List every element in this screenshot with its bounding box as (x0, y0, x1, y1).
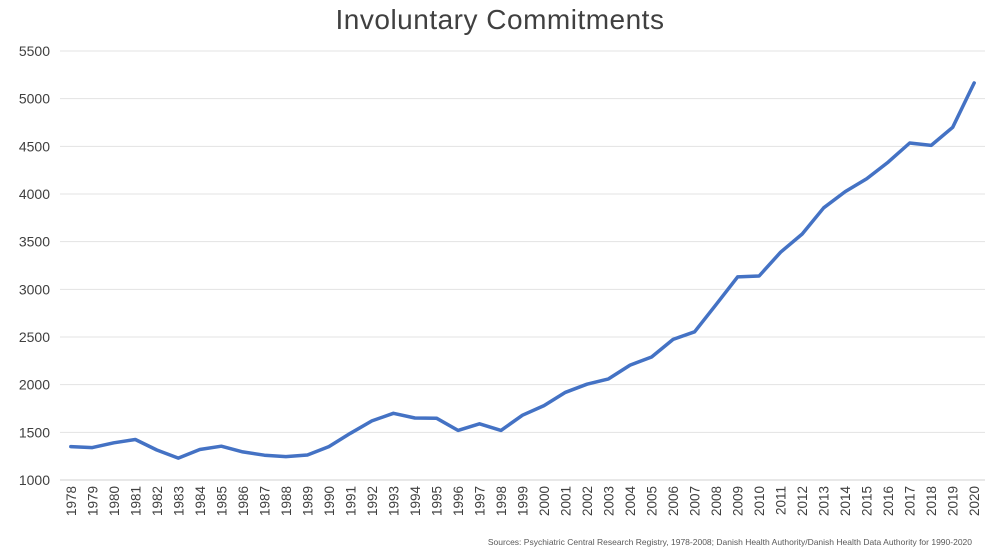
y-tick-label: 5000 (19, 91, 50, 107)
y-tick-label: 2500 (19, 329, 50, 345)
x-tick-label: 2019 (946, 486, 961, 516)
x-tick-label: 1981 (128, 486, 143, 516)
y-tick-label: 5500 (19, 43, 50, 59)
y-tick-label: 2000 (19, 377, 50, 393)
x-tick-label: 2013 (817, 486, 832, 516)
x-tick-label: 2005 (645, 486, 660, 516)
x-tick-label: 1990 (322, 486, 337, 516)
x-tick-label: 1989 (300, 486, 315, 516)
y-tick-label: 1000 (19, 472, 50, 488)
x-tick-label: 1986 (236, 486, 251, 516)
x-tick-label: 1998 (494, 486, 509, 516)
x-tick-label: 2012 (795, 486, 810, 516)
y-tick-label: 4500 (19, 138, 50, 154)
x-tick-label: 2014 (838, 486, 853, 517)
series-line (69, 81, 976, 460)
x-tick-label: 1991 (343, 486, 358, 516)
y-tick-label: 1500 (19, 424, 50, 440)
x-tick-label: 1978 (64, 486, 79, 516)
x-tick-label: 2016 (881, 486, 896, 516)
x-tick-label: 2009 (731, 486, 746, 516)
x-tick-label: 2008 (709, 486, 724, 516)
x-tick-label: 2001 (559, 486, 574, 516)
x-tick-label: 2004 (623, 486, 638, 517)
x-tick-label: 1982 (150, 486, 165, 516)
y-tick-label: 4000 (19, 186, 50, 202)
x-tick-label: 1983 (171, 486, 186, 516)
y-tick-label: 3500 (19, 234, 50, 250)
x-tick-label: 2018 (924, 486, 939, 516)
x-tick-label: 2011 (774, 486, 789, 515)
chart-title: Involuntary Commitments (335, 4, 665, 35)
x-tick-label: 1988 (279, 486, 294, 516)
x-tick-label: 1980 (107, 486, 122, 516)
y-tick-label: 3000 (19, 281, 50, 297)
x-tick-label: 2007 (688, 486, 703, 516)
x-tick-label: 1996 (451, 486, 466, 516)
x-tick-label: 2015 (860, 486, 875, 516)
x-tick-label: 1994 (408, 486, 423, 517)
x-tick-label: 1995 (429, 486, 444, 516)
x-tick-label: 2003 (602, 486, 617, 516)
x-tick-label: 2002 (580, 486, 595, 516)
x-tick-label: 1987 (257, 486, 272, 516)
x-tick-label: 1997 (472, 486, 487, 516)
x-tick-label: 2000 (537, 486, 552, 516)
x-tick-label: 1993 (386, 486, 401, 516)
x-tick-label: 2017 (903, 486, 918, 516)
x-tick-label: 1992 (365, 486, 380, 516)
x-tick-label: 2010 (752, 486, 767, 516)
x-tick-label: 2006 (666, 486, 681, 516)
x-tick-label: 1979 (85, 486, 100, 516)
x-tick-label: 1984 (193, 486, 208, 517)
x-tick-label: 1999 (516, 486, 531, 516)
x-tick-label: 1985 (214, 486, 229, 516)
source-note: Sources: Psychiatric Central Research Re… (487, 537, 972, 547)
x-tick-label: 2020 (967, 486, 982, 516)
